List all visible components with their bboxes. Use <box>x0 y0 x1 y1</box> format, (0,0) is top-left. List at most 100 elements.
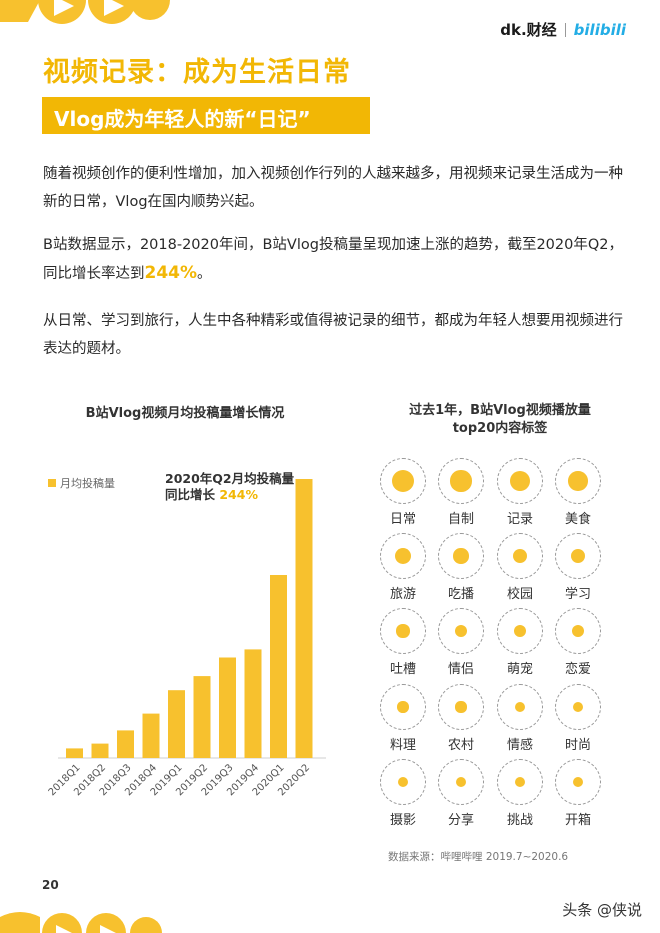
tag-ring <box>555 533 601 579</box>
tag-item: 情感 <box>489 684 555 754</box>
tag-ring <box>380 458 426 504</box>
data-paragraph: B站数据显示，2018-2020年间，B站Vlog投稿量呈现加速上涨的趋势，截至… <box>43 231 623 288</box>
tag-level-dot <box>570 548 586 564</box>
tag-ring <box>555 458 601 504</box>
tag-level-dot <box>392 470 414 492</box>
bar-2018Q2 <box>91 743 109 758</box>
tag-item: 旅游 <box>372 533 438 603</box>
page-number: 20 <box>42 878 59 892</box>
tag-level-dot <box>573 777 583 787</box>
tag-ring <box>555 759 601 805</box>
tag-level-dot <box>509 470 531 492</box>
bar-2018Q1 <box>66 748 83 758</box>
tag-item: 农村 <box>430 684 496 754</box>
chart-annotation: 2020年Q2月均投稿量 同比增长 244% <box>165 471 294 503</box>
intro-paragraph: 随着视频创作的便利性增加，加入视频创作行列的人越来越多，用视频来记录生活成为一种… <box>43 166 623 210</box>
tag-item: 日常 <box>372 458 438 528</box>
tag-level-dot <box>454 624 468 638</box>
tag-item: 吃播 <box>430 533 496 603</box>
page-title: 视频记录：成为生活日常 <box>43 57 351 88</box>
tag-level-dot <box>514 701 526 713</box>
tag-level-dot <box>396 624 410 638</box>
topics-paragraph: 从日常、学习到旅行，人生中各种精彩或值得被记录的细节，都成为年轻人想要用视频进行… <box>43 313 623 357</box>
tag-ring <box>380 533 426 579</box>
tag-level-dot <box>513 624 527 638</box>
data-paragraph-text: B站数据显示，2018-2020年间，B站Vlog投稿量呈现加速上涨的趋势，截至… <box>43 237 623 282</box>
bar-2019Q3 <box>219 657 236 758</box>
tag-label: 摄影 <box>389 813 416 828</box>
tag-label: 吐槽 <box>389 662 416 677</box>
tag-level-dot <box>455 776 467 788</box>
tag-item: 时尚 <box>547 684 613 754</box>
tag-label: 农村 <box>447 738 474 753</box>
tags-title-line1: 过去1年，B站Vlog视频播放量 <box>409 403 591 418</box>
tag-label: 料理 <box>389 738 416 753</box>
decorative-header-shapes <box>0 0 170 24</box>
tag-ring <box>555 684 601 730</box>
tag-level-dot <box>453 548 469 564</box>
page-subtitle: Vlog成为年轻人的新“日记” <box>54 107 311 131</box>
tag-label: 旅游 <box>389 587 416 602</box>
tag-label: 美食 <box>564 512 591 527</box>
tags-title-line2: top20内容标签 <box>452 421 548 436</box>
tag-item: 恋爱 <box>547 608 613 678</box>
tags-title: 过去1年，B站Vlog视频播放量 top20内容标签 <box>360 402 640 438</box>
tag-ring <box>497 759 543 805</box>
annotation-label: 同比增长 <box>165 487 220 502</box>
tag-label: 分享 <box>447 813 474 828</box>
tag-ring <box>380 759 426 805</box>
tag-ring <box>497 458 543 504</box>
decorative-footer-shapes <box>0 912 162 933</box>
tag-label: 情感 <box>506 738 533 753</box>
annotation-value: 244% <box>219 487 258 502</box>
chart-legend: 月均投稿量 <box>48 475 115 491</box>
caijing-logo: dk.财经 <box>500 21 557 39</box>
tag-level-dot <box>397 776 409 788</box>
tag-ring <box>497 608 543 654</box>
tag-ring <box>497 684 543 730</box>
tag-ring <box>438 608 484 654</box>
tag-level-dot <box>572 701 584 713</box>
tag-item: 萌宠 <box>489 608 555 678</box>
annotation-line2: 同比增长 244% <box>165 487 294 503</box>
tag-ring <box>380 684 426 730</box>
bar-2020Q1 <box>270 575 287 758</box>
data-paragraph-end: 。 <box>197 266 212 282</box>
tag-item: 挑战 <box>489 759 555 829</box>
tag-ring <box>555 608 601 654</box>
tag-ring <box>438 684 484 730</box>
tag-label: 记录 <box>506 512 533 527</box>
bar-chart-title: B站Vlog视频月均投稿量增长情况 <box>85 406 285 421</box>
tag-label: 学习 <box>564 587 591 602</box>
tag-level-dot <box>512 548 528 564</box>
tag-level-dot <box>395 548 411 564</box>
tag-item: 校园 <box>489 533 555 603</box>
data-source: 数据来源：哔哩哔哩 2019.7~2020.6 <box>388 851 569 863</box>
tag-item: 吐槽 <box>372 608 438 678</box>
tag-ring <box>380 608 426 654</box>
logo-divider <box>564 22 566 37</box>
tag-label: 恋爱 <box>564 662 591 677</box>
tag-item: 自制 <box>430 458 496 528</box>
growth-highlight: 244% <box>144 263 198 283</box>
tag-level-dot <box>568 471 588 491</box>
tag-label: 开箱 <box>564 813 591 828</box>
tag-level-dot <box>571 624 585 638</box>
footer-watermark: 头条 @侠说 <box>562 901 642 919</box>
tag-level-dot <box>450 470 472 492</box>
tag-item: 记录 <box>489 458 555 528</box>
tag-level-dot <box>455 701 467 713</box>
bar-2018Q3 <box>117 730 134 758</box>
tag-ring <box>438 458 484 504</box>
bar-2019Q4 <box>244 649 262 758</box>
bar-2019Q2 <box>193 676 211 758</box>
tag-item: 分享 <box>430 759 496 829</box>
tag-level-dot <box>514 776 526 788</box>
bar-2018Q4 <box>142 713 160 758</box>
bar-2020Q2 <box>295 479 313 758</box>
tag-label: 情侣 <box>447 662 474 677</box>
tag-label: 自制 <box>447 512 474 527</box>
brand-logos: dk.财经 bilibili <box>500 19 626 40</box>
tag-label: 校园 <box>506 587 533 602</box>
